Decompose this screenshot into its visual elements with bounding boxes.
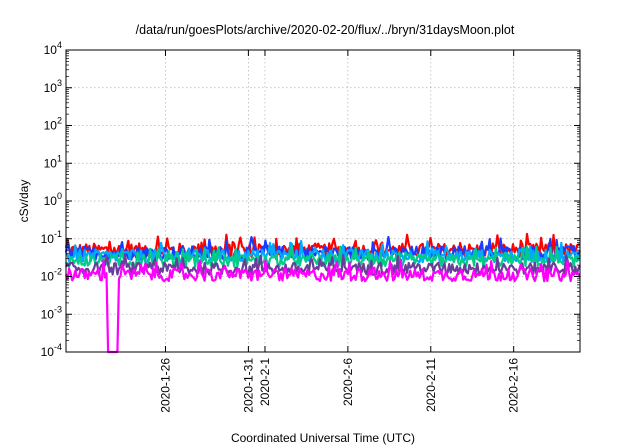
y-axis-label: cSv/day (17, 180, 31, 223)
y-tick-label: 10-1 (41, 229, 62, 246)
series-layer (64, 232, 582, 354)
chart-title: /data/run/goesPlots/archive/2020-02-20/f… (136, 23, 515, 37)
y-tick-label: 100 (44, 191, 62, 208)
grid-layer (66, 50, 580, 352)
x-tick-layer: 2020-1-26 2020-1-31 2020-2-1 2020-2-6 2020-2… (158, 50, 521, 413)
y-tick-label: 103 (44, 78, 62, 95)
x-tick-label: 2020-2-6 (341, 358, 355, 406)
y-tick-label: 10-4 (41, 342, 62, 359)
y-tick-label: 101 (44, 153, 62, 170)
x-tick-label: 2020-2-11 (424, 358, 438, 412)
y-tick-label: 10-3 (41, 304, 62, 321)
series-line (65, 253, 581, 276)
x-tick-label: 2020-1-31 (241, 358, 255, 413)
series-line (65, 239, 582, 264)
x-tick-label: 2020-1-26 (158, 358, 172, 413)
x-tick-label: 2020-2-1 (258, 358, 272, 406)
y-tick-label: 104 (44, 40, 62, 57)
y-tick-layer: 10-4 10-3 10-2 10-1 100 101 102 103 104 (41, 40, 580, 359)
x-tick-label: 2020-2-16 (507, 358, 521, 413)
series-line (65, 245, 581, 268)
x-axis-label: Coordinated Universal Time (UTC) (231, 431, 415, 445)
y-tick-label: 10-2 (41, 267, 62, 284)
y-tick-label: 102 (44, 116, 62, 133)
series-line (64, 258, 581, 354)
